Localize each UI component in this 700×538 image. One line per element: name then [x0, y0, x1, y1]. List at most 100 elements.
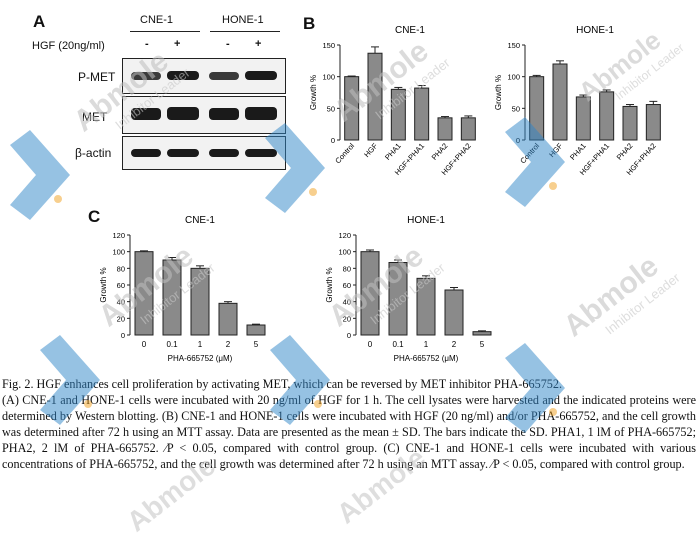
x-axis-label: PHA-665752 (μM) [394, 354, 459, 363]
x-tick-label: 5 [480, 340, 485, 349]
chart-title: CNE-1 [185, 215, 215, 226]
bar [414, 87, 430, 141]
band [209, 72, 239, 80]
y-tick-label: 60 [343, 281, 351, 290]
bar [246, 324, 266, 336]
y-tick-label: 100 [322, 73, 335, 82]
y-tick-label: 0 [121, 331, 125, 340]
sign-lane-1: - [145, 38, 149, 50]
bar [134, 251, 154, 336]
bar [444, 289, 464, 336]
group-underline-hone1 [210, 31, 280, 32]
bar [344, 76, 360, 141]
y-tick-label: 60 [117, 281, 125, 290]
y-tick-label: 150 [322, 41, 335, 50]
band [245, 107, 277, 120]
x-tick-label: 0.1 [392, 340, 404, 349]
x-tick-label: PHA2 [615, 141, 635, 162]
y-tick-label: 100 [507, 73, 520, 82]
x-tick-label: 5 [254, 340, 259, 349]
chart-title: HONE-1 [407, 215, 445, 226]
logo-mark [270, 335, 330, 425]
bar [388, 262, 408, 336]
y-tick-label: 50 [327, 104, 335, 113]
watermark-brand: Abmole [557, 249, 665, 344]
bar [367, 52, 383, 141]
caption-body: (A) CNE-1 and HONE-1 cells were incubate… [2, 392, 696, 471]
x-tick-label: Control [333, 141, 356, 165]
sign-lane-2: + [174, 38, 181, 50]
bar [390, 88, 406, 141]
x-tick-label: 0 [142, 340, 147, 349]
caption-title: Fig. 2. HGF enhances cell proliferation … [2, 377, 563, 391]
y-tick-label: 0 [331, 136, 335, 145]
panel-b-letter: B [303, 14, 316, 33]
watermark-tagline: Inhibitor Leader [602, 269, 683, 338]
x-tick-label: 1 [424, 340, 429, 349]
bar [622, 105, 638, 141]
y-tick-label: 120 [338, 231, 351, 240]
x-tick-label: 0.1 [166, 340, 178, 349]
x-axis-label: PHA-665752 (μM) [168, 354, 233, 363]
band [167, 107, 199, 120]
bar [162, 259, 182, 336]
band [131, 72, 161, 80]
chart-title: HONE-1 [576, 25, 614, 36]
y-tick-label: 40 [117, 298, 125, 307]
x-tick-label: 2 [452, 340, 457, 349]
chart-c-hone1: HONE-1 0 20 40 60 80 100 120 Growth % 0 0.1 1 2 5 PHA-… [325, 215, 492, 363]
y-tick-label: 80 [343, 264, 351, 273]
band [131, 108, 161, 120]
bar [472, 331, 492, 336]
chart-c-cne1: CNE-1 0 20 40 60 80 100 120 Growth % 0 0.1 1 2 5 PHA-6… [99, 215, 266, 363]
bar [437, 117, 453, 141]
figure-caption: Fig. 2. HGF enhances cell proliferation … [2, 377, 696, 472]
group-underline-cne1 [130, 31, 200, 32]
bar [218, 302, 238, 336]
logo-mark [505, 343, 565, 433]
bar [360, 251, 380, 336]
blot-label-beta-actin: β-actin [75, 146, 112, 160]
watermark: Abmole Inhibitor Leader [558, 243, 683, 356]
blot-label-pmet: P-MET [78, 70, 116, 84]
logo-mark [10, 130, 70, 220]
y-tick-label: 50 [512, 104, 520, 113]
y-tick-label: 100 [338, 248, 351, 257]
panel-c-letter: C [88, 207, 101, 226]
x-tick-label: 1 [198, 340, 203, 349]
sign-lane-4: + [255, 38, 262, 50]
bar [645, 104, 661, 141]
y-tick-label: 120 [112, 231, 125, 240]
bar [599, 91, 615, 141]
band [245, 149, 277, 157]
x-tick-label: 0 [368, 340, 373, 349]
y-axis-label: Growth % [309, 75, 318, 110]
logo-mark [265, 123, 325, 213]
y-tick-label: 150 [507, 41, 520, 50]
logo-mark [40, 335, 100, 425]
blot-pmet [122, 58, 286, 94]
blot-label-met: MET [82, 110, 108, 124]
bar [190, 267, 210, 336]
y-tick-label: 0 [347, 331, 351, 340]
y-tick-label: 40 [343, 298, 351, 307]
y-tick-label: 20 [343, 314, 351, 323]
y-tick-label: 80 [117, 264, 125, 273]
y-tick-label: 20 [117, 314, 125, 323]
bar [575, 96, 591, 141]
y-axis-label: Growth % [494, 75, 503, 110]
y-axis-label: Growth % [325, 267, 334, 302]
blot-met [122, 96, 286, 134]
x-tick-label: PHA2 [430, 141, 450, 162]
sign-lane-3: - [226, 38, 230, 50]
x-tick-label: 2 [226, 340, 231, 349]
band [209, 108, 239, 120]
band [209, 149, 239, 157]
logo-mark [505, 117, 565, 207]
band [245, 71, 277, 80]
bar [460, 117, 476, 141]
bar [416, 277, 436, 336]
y-axis-label: Growth % [99, 267, 108, 302]
group-label-cne1: CNE-1 [140, 14, 174, 26]
